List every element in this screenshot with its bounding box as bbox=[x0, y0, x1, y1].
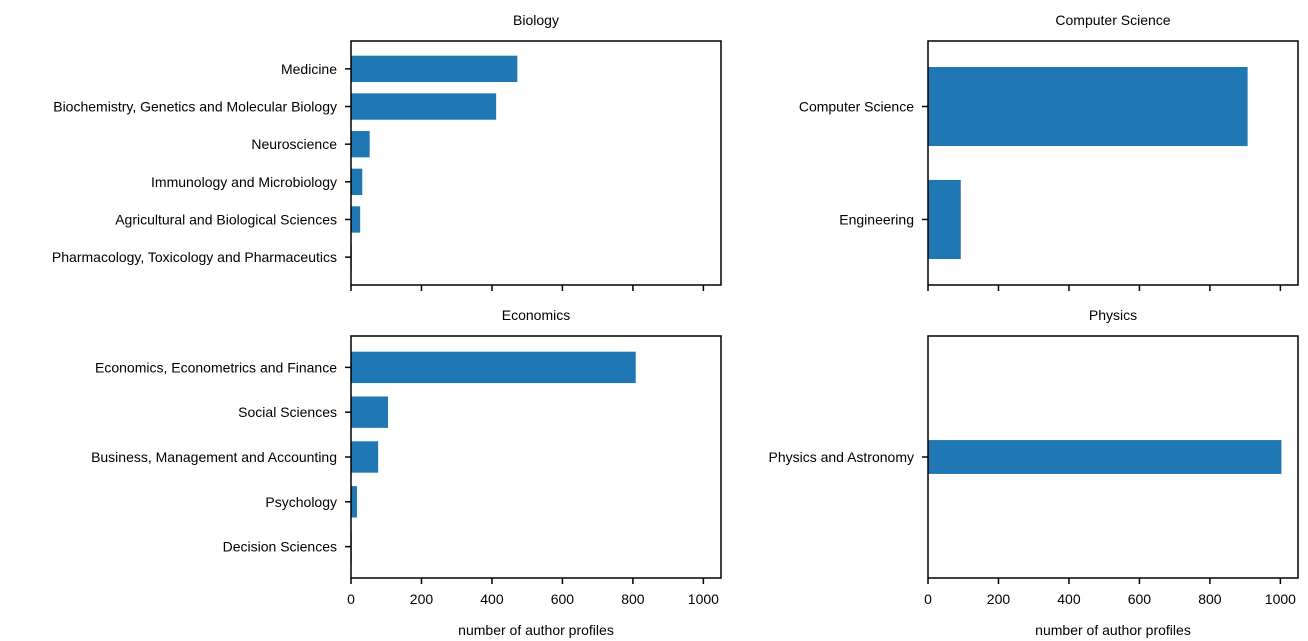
y-tick-label: Psychology bbox=[265, 494, 337, 510]
bar bbox=[351, 441, 379, 473]
chart-panel-3: Economics Economics, Econometrics and Fin… bbox=[91, 307, 722, 638]
bar bbox=[351, 168, 363, 196]
chart-panel-2: Computer Science Computer Science Engineer… bbox=[799, 12, 1299, 291]
x-axis-label: number of author profiles bbox=[458, 622, 614, 638]
bar bbox=[351, 396, 388, 428]
x-tick-label: 800 bbox=[621, 591, 645, 607]
x-tick-label: 400 bbox=[1057, 591, 1081, 607]
y-tick-label: Engineering bbox=[839, 211, 914, 227]
x-tick-label: 400 bbox=[480, 591, 504, 607]
x-tick-label: 200 bbox=[987, 591, 1011, 607]
x-tick-label: 600 bbox=[1128, 591, 1152, 607]
x-tick-label: 0 bbox=[347, 591, 355, 607]
y-tick-label: Medicine bbox=[281, 61, 337, 77]
y-tick-label: Neuroscience bbox=[251, 136, 337, 152]
chart-title: Biology bbox=[513, 12, 559, 28]
y-tick-label: Business, Management and Accounting bbox=[91, 449, 337, 465]
x-tick-label: 600 bbox=[551, 591, 575, 607]
bar bbox=[351, 206, 361, 233]
y-tick-label: Physics and Astronomy bbox=[768, 449, 914, 465]
bar bbox=[928, 440, 1282, 474]
bar bbox=[928, 66, 1248, 147]
y-tick-label: Agricultural and Biological Sciences bbox=[115, 211, 337, 227]
x-tick-label: 200 bbox=[410, 591, 434, 607]
y-tick-label: Economics, Econometrics and Finance bbox=[95, 359, 337, 375]
y-tick-label: Pharmacology, Toxicology and Pharmaceuti… bbox=[52, 249, 337, 265]
bar bbox=[351, 351, 636, 384]
chart-title: Computer Science bbox=[1055, 12, 1170, 28]
bar bbox=[351, 93, 497, 120]
axes-frame bbox=[350, 40, 722, 286]
bar bbox=[351, 486, 357, 518]
axes-frame bbox=[927, 40, 1299, 286]
chart-panel-1: Biology Medicine Biochemistry, Genetics an… bbox=[52, 12, 722, 291]
chart-title: Physics bbox=[1089, 307, 1137, 323]
x-tick-label: 0 bbox=[924, 591, 932, 607]
y-tick-label: Biochemistry, Genetics and Molecular Bio… bbox=[53, 99, 337, 115]
chart-title: Economics bbox=[502, 307, 570, 323]
bar bbox=[928, 179, 961, 260]
y-tick-label: Immunology and Microbiology bbox=[151, 174, 337, 190]
x-tick-label: 1000 bbox=[1265, 591, 1296, 607]
x-tick-label: 1000 bbox=[688, 591, 719, 607]
y-tick-label: Decision Sciences bbox=[223, 539, 337, 555]
bar bbox=[351, 55, 518, 83]
bar bbox=[351, 130, 370, 158]
x-tick-label: 800 bbox=[1198, 591, 1222, 607]
chart-panel-4: Physics Physics and Astronomy 0 200 400 600 80… bbox=[768, 307, 1299, 638]
y-tick-label: Computer Science bbox=[799, 99, 914, 115]
y-tick-label: Social Sciences bbox=[238, 404, 337, 420]
x-axis-label: number of author profiles bbox=[1035, 622, 1191, 638]
